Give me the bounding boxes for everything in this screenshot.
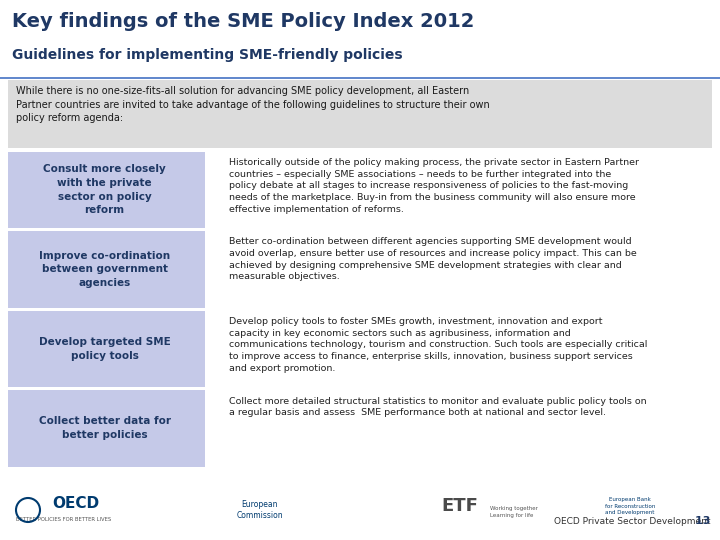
Text: ETF: ETF	[441, 497, 478, 515]
Text: 13: 13	[508, 516, 710, 526]
Bar	[221, 310, 712, 387]
Text: Working together
Learning for life: Working together Learning for life	[490, 507, 538, 518]
Bar	[221, 390, 712, 467]
Text: Develop policy tools to foster SMEs growth, investment, innovation and export
ca: Develop policy tools to foster SMEs grow…	[229, 317, 647, 373]
Bar	[8, 390, 205, 467]
Text: OECD Private Sector Development: OECD Private Sector Development	[554, 517, 710, 526]
Text: Collect better data for
better policies: Collect better data for better policies	[39, 416, 171, 440]
Text: Consult more closely
with the private
sector on policy
reform: Consult more closely with the private se…	[43, 164, 166, 215]
Text: While there is no one-size-fits-all solution for advancing SME policy developmen: While there is no one-size-fits-all solu…	[16, 86, 490, 123]
Text: Develop targeted SME
policy tools: Develop targeted SME policy tools	[39, 337, 171, 361]
Bar	[8, 231, 205, 307]
Text: European Bank
for Reconstruction
and Development: European Bank for Reconstruction and Dev…	[605, 497, 655, 515]
Text: European
Commission: European Commission	[237, 500, 283, 520]
Bar	[8, 152, 205, 228]
Bar	[8, 310, 205, 387]
Text: Guidelines for implementing SME-friendly policies: Guidelines for implementing SME-friendly…	[12, 48, 402, 62]
Text: Historically outside of the policy making process, the private sector in Eastern: Historically outside of the policy makin…	[229, 158, 639, 214]
Text: Collect more detailed structural statistics to monitor and evaluate public polic: Collect more detailed structural statist…	[229, 396, 647, 417]
Text: Key findings of the SME Policy Index 2012: Key findings of the SME Policy Index 201…	[12, 12, 474, 31]
Text: BETTER POLICIES FOR BETTER LIVES: BETTER POLICIES FOR BETTER LIVES	[16, 517, 112, 522]
Bar	[8, 80, 712, 148]
Bar	[221, 152, 712, 228]
Bar	[221, 231, 712, 307]
Text: Improve co-ordination
between government
agencies: Improve co-ordination between government…	[39, 251, 170, 288]
Text: Better co-ordination between different agencies supporting SME development would: Better co-ordination between different a…	[229, 238, 637, 281]
Text: OECD: OECD	[52, 496, 99, 511]
